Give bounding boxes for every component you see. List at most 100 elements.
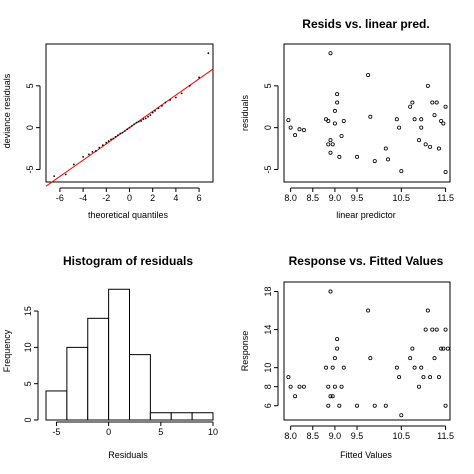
x-tick-label: 6: [197, 193, 202, 203]
scatter-point: [441, 121, 446, 126]
scatter-point: [443, 403, 448, 408]
x-tick-label: 10.5: [393, 193, 411, 203]
scatter-point: [326, 403, 331, 408]
qq-point: [180, 92, 183, 95]
qq-point: [130, 125, 133, 127]
scatter-point: [425, 83, 430, 88]
plot-frame: [283, 43, 451, 183]
y-tick-label: 8: [263, 384, 273, 389]
scatter-point: [335, 346, 340, 351]
y-tick-label: 0: [263, 125, 273, 130]
qq-point: [147, 115, 149, 118]
scatter-point: [332, 108, 337, 113]
scatter-point: [412, 365, 417, 370]
scatter-point: [423, 327, 428, 332]
panel-resp-title: Response vs. Fitted Values: [289, 254, 444, 268]
qq-point: [64, 173, 67, 176]
scatter-point: [293, 133, 298, 138]
qq-point: [88, 153, 90, 156]
scatter-point: [397, 125, 402, 130]
scatter-point: [366, 72, 371, 77]
scatter-point: [434, 100, 439, 105]
scatter-point: [436, 146, 441, 151]
qq-point: [94, 150, 97, 152]
scatter-point: [330, 142, 335, 147]
scatter-point: [326, 384, 331, 389]
qq-point: [198, 76, 200, 79]
qq-point: [72, 163, 75, 166]
scatter-point: [328, 150, 333, 155]
scatter-point: [335, 337, 340, 342]
x-tick-label: -4: [79, 193, 87, 203]
scatter-point: [332, 121, 337, 126]
plot-frame: [45, 43, 214, 183]
scatter-point: [355, 154, 360, 159]
x-tick-label: 8.5: [307, 193, 320, 203]
scatter-point: [341, 118, 346, 123]
scatter-point: [288, 125, 293, 130]
scatter-point: [335, 92, 340, 97]
qq-point: [91, 150, 94, 153]
qq-point: [161, 104, 163, 107]
y-tick-label: -5: [25, 165, 35, 173]
x-tick-label: 5: [158, 427, 163, 437]
qq-point: [82, 156, 85, 158]
qq-point: [157, 107, 160, 110]
x-tick-label: 8.0: [284, 193, 297, 203]
qq-point: [107, 140, 110, 142]
scatter-point: [286, 118, 291, 123]
scatter-point: [441, 346, 446, 351]
scatter-point: [399, 169, 404, 174]
scatter-point: [443, 327, 448, 332]
x-tick-label: 4: [173, 193, 178, 203]
scatter-point: [423, 142, 428, 147]
scatter-point: [383, 146, 388, 151]
scatter-point: [410, 346, 415, 351]
qq-point: [126, 128, 129, 131]
qq-point: [105, 141, 108, 144]
y-tick-label: 0: [25, 125, 35, 130]
scatter-point: [301, 128, 306, 133]
scatter-point: [397, 375, 402, 380]
qq-point: [135, 121, 138, 124]
panel-response-vs-fitted: Response vs. Fitted Values 8.0 8.5 9.0 9.5 1…: [240, 254, 454, 460]
scatter-point: [324, 365, 329, 370]
scatter-point: [439, 346, 444, 351]
scatter-point: [412, 117, 417, 122]
scatter-point: [297, 127, 302, 132]
scatter-point: [394, 117, 399, 122]
histogram-bar: [87, 317, 110, 421]
panel-hist-title: Histogram of residuals: [63, 254, 193, 268]
panel-resid-title: Resids vs. linear pred.: [302, 17, 429, 31]
scatter-point: [328, 289, 333, 294]
scatter-point: [339, 133, 344, 138]
panel-qq-plot: -6 -4 -2 0 2 4 6 -5 0 5 theoretical quantiles dev…: [2, 43, 214, 220]
histogram-bar: [191, 412, 214, 421]
x-tick-label: 11.5: [437, 193, 454, 203]
qq-point: [188, 84, 191, 87]
scatter-point: [328, 394, 333, 399]
scatter-point: [419, 125, 424, 130]
x-tick-label: 0: [127, 193, 132, 203]
y-tick-label: 5: [263, 83, 273, 88]
scatter-point: [332, 384, 337, 389]
scatter-point: [368, 114, 373, 119]
panel-resid-ylabel: residuals: [240, 94, 250, 131]
qq-point: [151, 111, 154, 114]
x-tick-label: 8.5: [307, 431, 320, 441]
scatter-point: [386, 157, 391, 162]
qq-point: [207, 52, 210, 55]
qq-point: [144, 117, 147, 120]
scatter-point: [328, 138, 333, 143]
scatter-point: [330, 365, 335, 370]
qq-point: [169, 99, 171, 101]
x-tick-label: 9.5: [351, 431, 364, 441]
y-tick-label: 10: [23, 342, 33, 352]
scatter-point: [417, 138, 422, 143]
scatter-point: [335, 100, 340, 105]
scatter-point: [301, 384, 306, 389]
x-tick-label: -2: [102, 193, 110, 203]
qq-point: [101, 144, 104, 147]
scatter-point: [432, 356, 437, 361]
x-tick-label: -6: [56, 193, 64, 203]
